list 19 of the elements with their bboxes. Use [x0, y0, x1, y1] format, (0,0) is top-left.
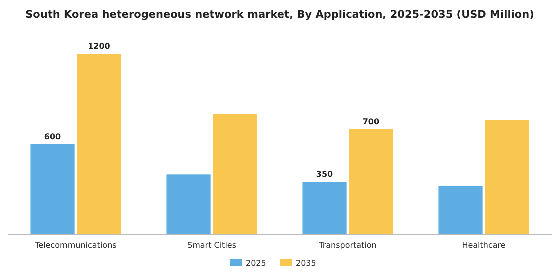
chart-title: South Korea heterogeneous network market, By Application, 2025-2035 (USD Million): [26, 9, 534, 21]
data-label: 600: [44, 132, 62, 142]
bar: [213, 114, 258, 235]
legend-label: 2025: [246, 259, 266, 268]
x-tick-label: Healthcare: [462, 241, 506, 250]
bar: [302, 182, 347, 235]
bar: [349, 129, 394, 235]
x-tick-label: Transportation: [318, 241, 377, 250]
x-tick-label: Smart Cities: [188, 241, 236, 250]
data-label: 350: [316, 170, 334, 180]
x-tick-label: Telecommunications: [34, 241, 117, 250]
bar: [438, 186, 483, 235]
bar: [166, 174, 211, 235]
bar: [77, 54, 122, 235]
legend-label: 2035: [296, 259, 316, 268]
data-label: 700: [362, 117, 380, 126]
bar: [30, 144, 75, 235]
data-label: 1200: [88, 42, 111, 51]
bar: [485, 120, 530, 235]
